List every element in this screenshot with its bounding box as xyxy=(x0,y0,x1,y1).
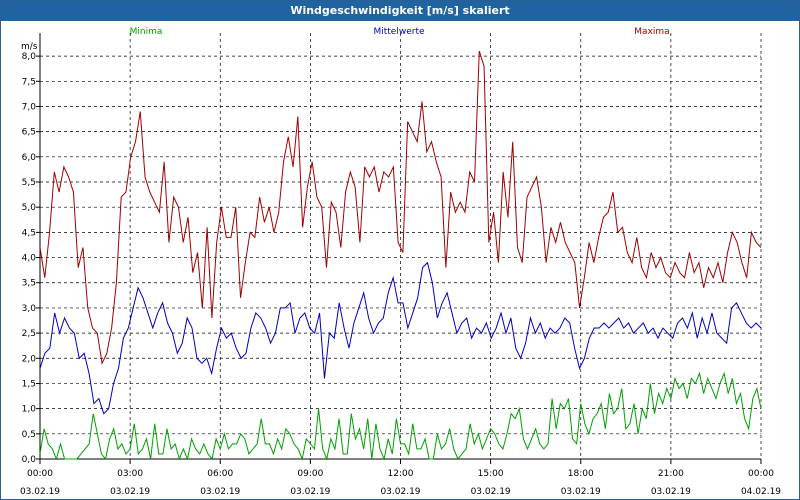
y-tick-label: 1,5 xyxy=(22,379,36,389)
x-tick-time-label: 00:00 xyxy=(748,469,774,479)
series-lines xyxy=(39,50,762,461)
window-title: Windgeschwindigkeit [m/s] skaliert xyxy=(1,1,799,21)
y-axis-unit-label: m/s xyxy=(21,42,38,52)
axis-labels: 0,0 0,5 1,0 1,5 2,0 2,5 3,0 3,5 4,0 4,5 5,0 5,5 6,0 6… xyxy=(20,27,781,497)
x-tick-date-label: 03.02.19 xyxy=(471,487,511,497)
x-tick-time-label: 03:00 xyxy=(117,469,143,479)
series-line xyxy=(39,261,762,415)
series-line xyxy=(39,371,762,461)
legend-entry: Mittelwerte xyxy=(373,27,424,37)
x-tick-date-label: 03.02.19 xyxy=(380,487,420,497)
x-tick-date-label: 04.02.19 xyxy=(741,487,781,497)
grid-lines xyxy=(39,33,762,460)
x-tick-date-label: 03.02.19 xyxy=(561,487,601,497)
x-tick-time-label: 09:00 xyxy=(297,469,323,479)
x-tick-time-label: 00:00 xyxy=(27,469,53,479)
y-tick-label: 3,5 xyxy=(22,279,36,289)
y-tick-label: 5,5 xyxy=(22,178,36,188)
y-tick-label: 2,5 xyxy=(22,329,36,339)
axes xyxy=(36,33,762,464)
y-tick-label: 6,0 xyxy=(22,153,37,163)
y-tick-label: 4,5 xyxy=(22,228,36,238)
x-tick-date-label: 03.02.19 xyxy=(20,487,60,497)
x-tick-time-label: 21:00 xyxy=(658,469,684,479)
x-tick-date-label: 03.02.19 xyxy=(110,487,150,497)
y-tick-label: 0,5 xyxy=(22,430,36,440)
y-tick-label: 8,0 xyxy=(22,52,37,62)
y-tick-label: 7,0 xyxy=(22,102,37,112)
y-tick-label: 6,5 xyxy=(22,128,36,138)
x-tick-date-label: 03.02.19 xyxy=(200,487,240,497)
x-tick-time-label: 12:00 xyxy=(388,469,414,479)
y-tick-label: 2,0 xyxy=(22,354,37,364)
x-tick-date-label: 03.02.19 xyxy=(651,487,691,497)
y-tick-label: 3,0 xyxy=(22,304,37,314)
x-tick-time-label: 18:00 xyxy=(568,469,594,479)
x-tick-time-label: 06:00 xyxy=(207,469,233,479)
x-tick-date-label: 03.02.19 xyxy=(290,487,330,497)
x-tick-time-label: 15:00 xyxy=(478,469,504,479)
y-tick-label: 1,0 xyxy=(22,405,37,415)
series-line xyxy=(39,50,762,365)
legend-entry: Minima xyxy=(130,27,163,37)
y-tick-label: 4,0 xyxy=(22,254,37,264)
y-tick-label: 0,0 xyxy=(22,455,37,465)
legend-entry: Maxima xyxy=(634,27,669,37)
y-tick-label: 7,5 xyxy=(22,77,36,87)
y-tick-label: 5,0 xyxy=(22,203,37,213)
